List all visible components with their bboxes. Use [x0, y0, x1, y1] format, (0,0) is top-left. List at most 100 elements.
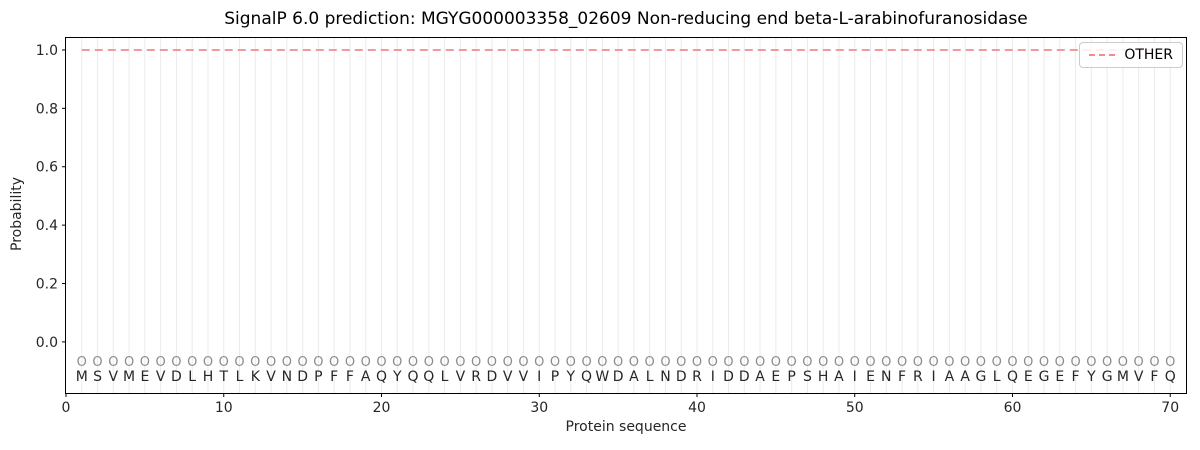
position-marker-o: O: [629, 355, 639, 370]
residue-letter: P: [787, 369, 795, 385]
position-marker-o: O: [408, 355, 418, 370]
residue-letter: L: [236, 369, 244, 385]
position-marker-o: O: [787, 355, 797, 370]
residue-letter: A: [755, 369, 765, 385]
residue-letter: D: [676, 369, 687, 385]
y-tick-label: 0.4: [36, 218, 58, 234]
legend-label-other: OTHER: [1124, 47, 1173, 63]
residue-letter: N: [881, 369, 891, 385]
residue-letter: E: [1055, 369, 1064, 385]
position-marker-o: O: [234, 355, 244, 370]
x-tick-label: 20: [373, 400, 391, 416]
residue-letter: L: [188, 369, 196, 385]
y-tick-label: 0.8: [36, 101, 58, 117]
residue-letter: S: [93, 369, 102, 385]
position-marker-o: O: [660, 355, 670, 370]
position-marker-o: O: [156, 355, 166, 370]
residue-letter: Y: [392, 369, 402, 385]
position-marker-o: O: [124, 355, 134, 370]
x-tick-label: 70: [1161, 400, 1179, 416]
residue-letter: E: [866, 369, 875, 385]
residue-letter: I: [537, 369, 541, 385]
position-marker-o: O: [739, 355, 749, 370]
position-marker-o: O: [1023, 355, 1033, 370]
y-tick-label: 0.2: [36, 277, 58, 293]
residue-letter: V: [456, 369, 466, 385]
position-marker-o: O: [708, 355, 718, 370]
position-marker-o: O: [503, 355, 513, 370]
plot-border: [65, 37, 1187, 394]
position-marker-o: O: [976, 355, 986, 370]
x-tick-label: 50: [846, 400, 864, 416]
residue-letter: Q: [423, 369, 434, 385]
residue-letter: R: [692, 369, 702, 385]
position-marker-o: O: [187, 355, 197, 370]
position-marker-o: O: [928, 355, 938, 370]
residue-letter: I: [853, 369, 857, 385]
residue-letter: F: [1150, 369, 1158, 385]
y-tick-label: 1.0: [36, 43, 58, 59]
legend: OTHER: [1079, 42, 1183, 68]
position-marker-o: O: [313, 355, 323, 370]
residue-letter: M: [76, 369, 88, 385]
residue-letter: V: [156, 369, 166, 385]
residue-letter: H: [203, 369, 214, 385]
position-marker-o: O: [834, 355, 844, 370]
residue-letter: P: [314, 369, 322, 385]
residue-letter: G: [1102, 369, 1113, 385]
position-marker-o: O: [92, 355, 102, 370]
residue-letter: Q: [1007, 369, 1018, 385]
position-marker-o: O: [755, 355, 765, 370]
residue-letter: R: [913, 369, 923, 385]
position-marker-o: O: [1149, 355, 1159, 370]
position-marker-o: O: [455, 355, 465, 370]
x-axis-label: Protein sequence: [565, 419, 687, 435]
residue-letter: F: [346, 369, 354, 385]
residue-letter: Q: [408, 369, 419, 385]
residue-letter: F: [1072, 369, 1080, 385]
x-tick-label: 30: [530, 400, 548, 416]
residue-letter: E: [1024, 369, 1033, 385]
position-marker-o: O: [944, 355, 954, 370]
position-marker-o: O: [219, 355, 229, 370]
position-marker-o: O: [802, 355, 812, 370]
position-marker-o: O: [566, 355, 576, 370]
position-marker-o: O: [518, 355, 528, 370]
position-marker-o: O: [881, 355, 891, 370]
residue-letter: Q: [1165, 369, 1176, 385]
position-marker-o: O: [298, 355, 308, 370]
position-marker-o: O: [771, 355, 781, 370]
residue-letter: H: [818, 369, 829, 385]
position-marker-o: O: [171, 355, 181, 370]
position-marker-o: O: [913, 355, 923, 370]
residue-letter: W: [595, 369, 609, 385]
x-tick-label: 10: [215, 400, 233, 416]
position-marker-o: O: [723, 355, 733, 370]
residue-letter: E: [140, 369, 149, 385]
position-marker-o: O: [392, 355, 402, 370]
residue-letter: N: [660, 369, 670, 385]
residue-letter: A: [960, 369, 970, 385]
residue-letter: K: [251, 369, 261, 385]
position-marker-o: O: [361, 355, 371, 370]
position-marker-o: O: [266, 355, 276, 370]
position-marker-o: O: [850, 355, 860, 370]
residue-letter: D: [723, 369, 734, 385]
x-tick-label: 60: [1004, 400, 1022, 416]
residue-letter: Y: [566, 369, 576, 385]
position-marker-o: O: [1070, 355, 1080, 370]
position-marker-o: O: [692, 355, 702, 370]
position-marker-o: O: [676, 355, 686, 370]
residue-letter: A: [361, 369, 371, 385]
residue-letter: M: [1117, 369, 1129, 385]
residue-letter: F: [330, 369, 338, 385]
y-axis-label: Probability: [9, 176, 25, 252]
position-marker-o: O: [376, 355, 386, 370]
position-marker-o: O: [645, 355, 655, 370]
position-marker-o: O: [487, 355, 497, 370]
position-marker-o: O: [865, 355, 875, 370]
position-marker-o: O: [1165, 355, 1175, 370]
residue-letter: G: [1039, 369, 1050, 385]
residue-letter: L: [993, 369, 1001, 385]
position-marker-o: O: [897, 355, 907, 370]
